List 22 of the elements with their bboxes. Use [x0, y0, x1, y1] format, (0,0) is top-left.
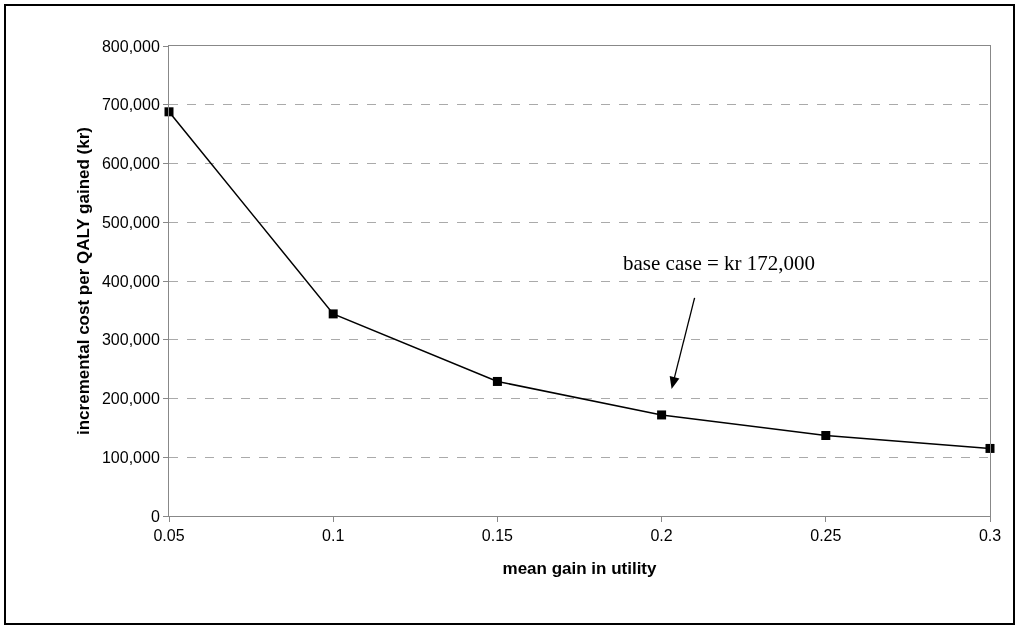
x-tick-label: 0.3 [978, 527, 1002, 545]
x-tick-label: 0.1 [322, 527, 345, 545]
x-tick-label: 0.25 [810, 527, 842, 545]
point [328, 309, 338, 319]
y-tick-label: 400,000 [101, 272, 160, 290]
point [657, 410, 667, 420]
y-tick-label: 700,000 [101, 96, 160, 114]
y-tick-label: 300,000 [101, 331, 160, 349]
y-tick-label: 800,000 [101, 37, 160, 55]
y-tick-label: 500,000 [101, 213, 160, 231]
x-tick-label: 0.2 [650, 527, 673, 545]
x-tick-label: 0.15 [481, 527, 514, 545]
annotation: base case = kr 172,000 [623, 251, 816, 275]
y-axis-title: incremental cost per QALY gained (kr) [73, 127, 93, 435]
y-tick-label: 0 [150, 507, 160, 525]
y-tick-label: 200,000 [101, 390, 160, 408]
point [492, 376, 502, 386]
y-tick-label: 100,000 [101, 448, 160, 466]
y-tick-label: 600,000 [101, 155, 160, 173]
x-axis-title: mean gain in utility [502, 558, 658, 578]
point [821, 431, 831, 441]
x-tick-label: 0.05 [153, 527, 185, 545]
